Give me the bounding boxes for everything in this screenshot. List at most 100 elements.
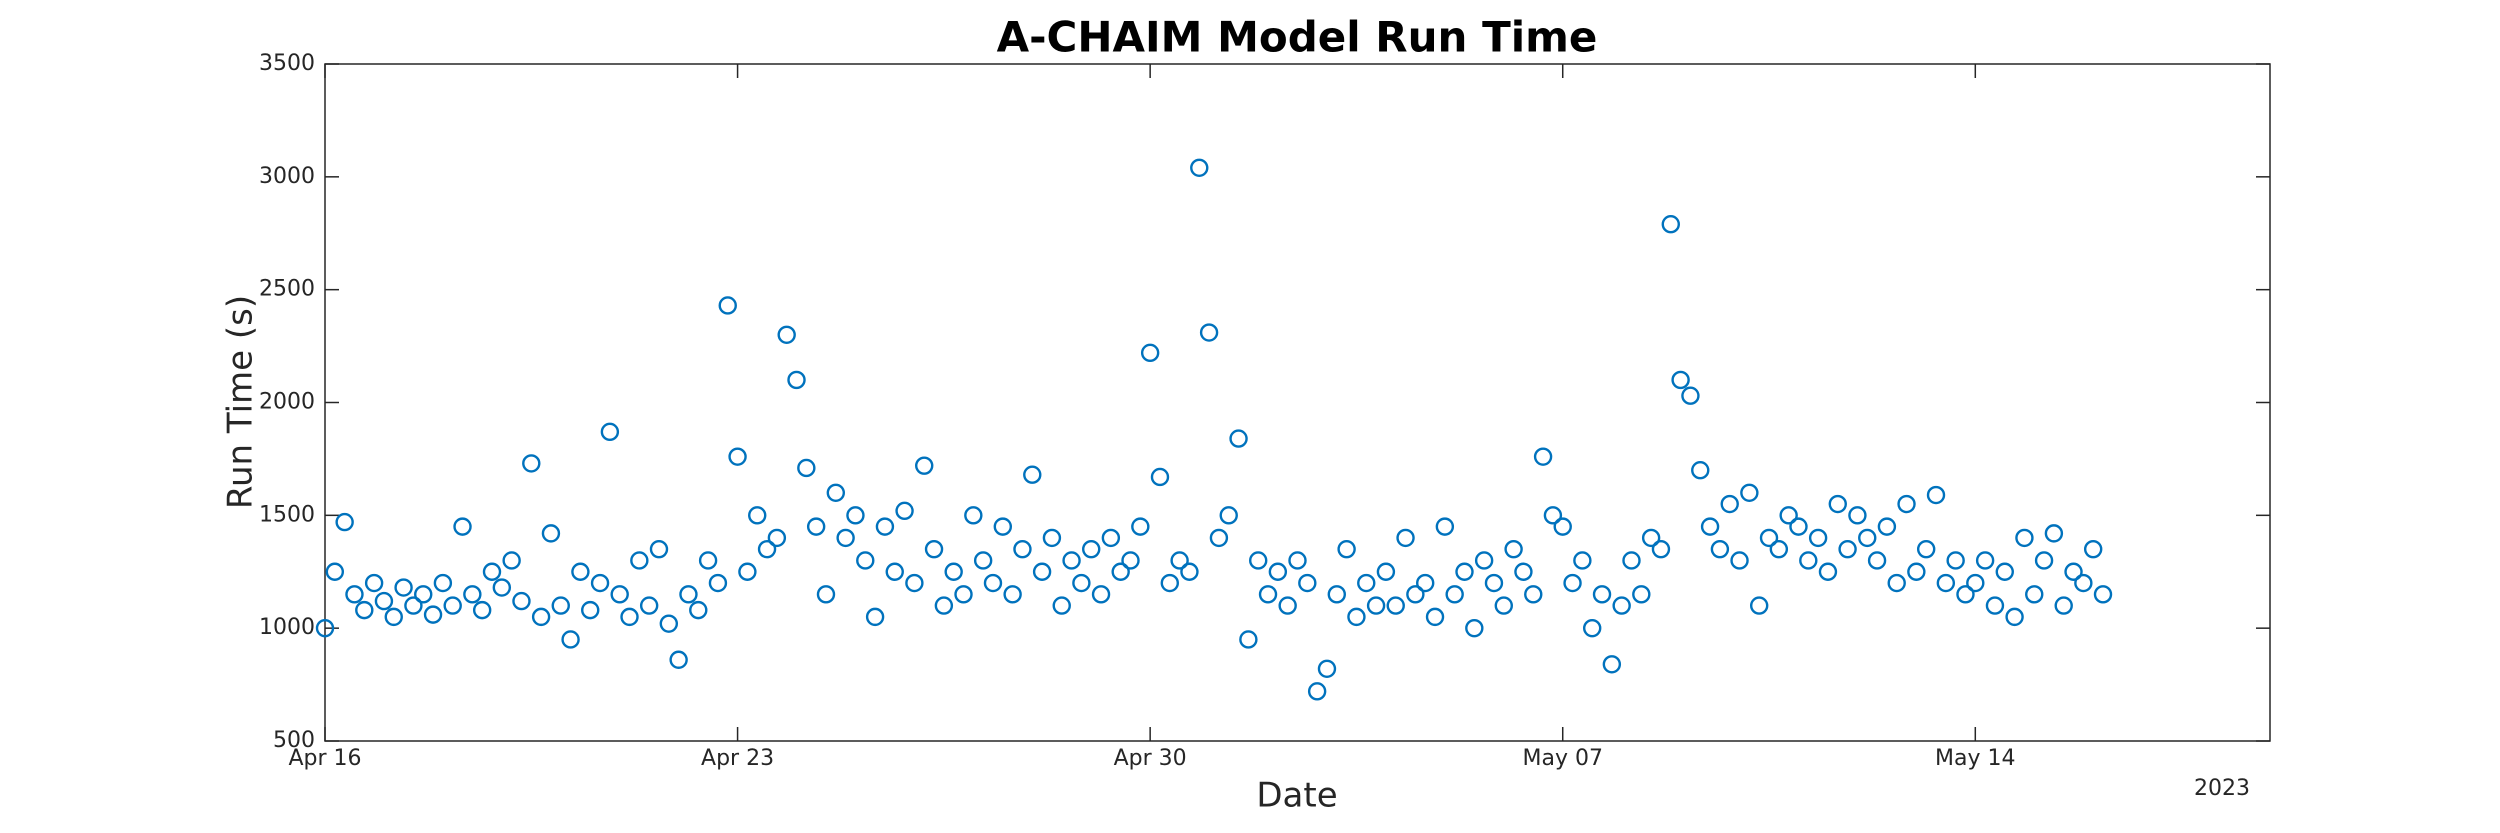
point [1396, 528, 1415, 548]
point [659, 614, 679, 633]
point [1307, 682, 1327, 701]
point [1543, 506, 1563, 525]
point [2015, 528, 2034, 548]
point [433, 573, 453, 593]
point [1435, 517, 1455, 536]
point [1946, 551, 1965, 570]
point [875, 517, 895, 536]
point [748, 506, 767, 525]
point [1386, 596, 1405, 615]
point [423, 605, 443, 624]
axes-box [324, 63, 2271, 742]
point [463, 585, 482, 604]
point [325, 562, 345, 581]
point [1553, 517, 1572, 536]
point [944, 562, 963, 581]
point [1975, 551, 1995, 570]
point [954, 585, 973, 604]
point [1582, 618, 1602, 638]
x-axis-label: Date [1256, 776, 1337, 816]
point [983, 573, 1003, 593]
point [541, 524, 561, 543]
y-axis-label: Run Time (s) [221, 295, 261, 509]
point [836, 528, 855, 548]
point [865, 607, 885, 627]
point [345, 585, 364, 604]
point [1180, 562, 1199, 581]
point [1504, 539, 1523, 559]
point [767, 528, 787, 548]
point [1013, 539, 1032, 559]
point [1730, 551, 1749, 570]
point [1258, 585, 1278, 604]
point [1003, 585, 1022, 604]
y-tick-label: 2000 [259, 390, 315, 415]
point [1474, 551, 1494, 570]
point [2044, 524, 2064, 543]
point [1622, 551, 1641, 570]
point [1632, 585, 1651, 604]
point [1425, 607, 1445, 627]
point [1023, 465, 1042, 484]
point [1897, 494, 1916, 514]
y-tick-label: 3000 [259, 164, 315, 189]
point [1681, 386, 1700, 405]
point [502, 551, 521, 570]
point [1661, 215, 1680, 234]
y-tick-label: 3500 [259, 51, 315, 76]
point [964, 506, 983, 525]
point [1170, 551, 1189, 570]
point [915, 456, 934, 475]
point [1985, 596, 2005, 615]
point [561, 630, 580, 649]
point [1533, 447, 1553, 466]
point [1494, 596, 1513, 615]
point [364, 573, 384, 593]
point [1032, 562, 1052, 581]
point [1514, 562, 1533, 581]
point [1828, 494, 1847, 514]
point [895, 501, 914, 521]
point [522, 454, 541, 473]
point [1484, 573, 1504, 593]
point [492, 578, 512, 597]
point [1691, 461, 1710, 480]
x-tick-label: Apr 16 [288, 746, 361, 771]
point [1926, 485, 1946, 505]
point [2074, 573, 2093, 593]
point [689, 600, 708, 620]
x-tick-label: Apr 23 [701, 746, 774, 771]
point [1779, 506, 1798, 525]
point [1268, 562, 1288, 581]
point [1671, 370, 1690, 390]
point [885, 562, 904, 581]
point [1101, 528, 1121, 548]
point [924, 539, 944, 559]
point [384, 607, 403, 627]
point [2034, 551, 2054, 570]
point [934, 596, 954, 615]
point [630, 551, 649, 570]
point [1858, 528, 1877, 548]
point [1749, 596, 1769, 615]
point [1838, 539, 1857, 559]
point [1877, 517, 1897, 536]
point [1111, 562, 1130, 581]
point [1563, 573, 1582, 593]
point [1808, 528, 1828, 548]
point [512, 591, 531, 611]
point [1966, 573, 1985, 593]
point [1160, 573, 1179, 593]
point [718, 296, 737, 315]
point [1465, 618, 1484, 638]
point [1602, 655, 1622, 674]
point [1082, 539, 1101, 559]
point [1288, 551, 1307, 570]
point [394, 578, 413, 597]
point [404, 596, 423, 615]
point [335, 512, 354, 532]
point [581, 600, 600, 620]
point [698, 551, 718, 570]
point [472, 600, 492, 620]
point [1573, 551, 1592, 570]
